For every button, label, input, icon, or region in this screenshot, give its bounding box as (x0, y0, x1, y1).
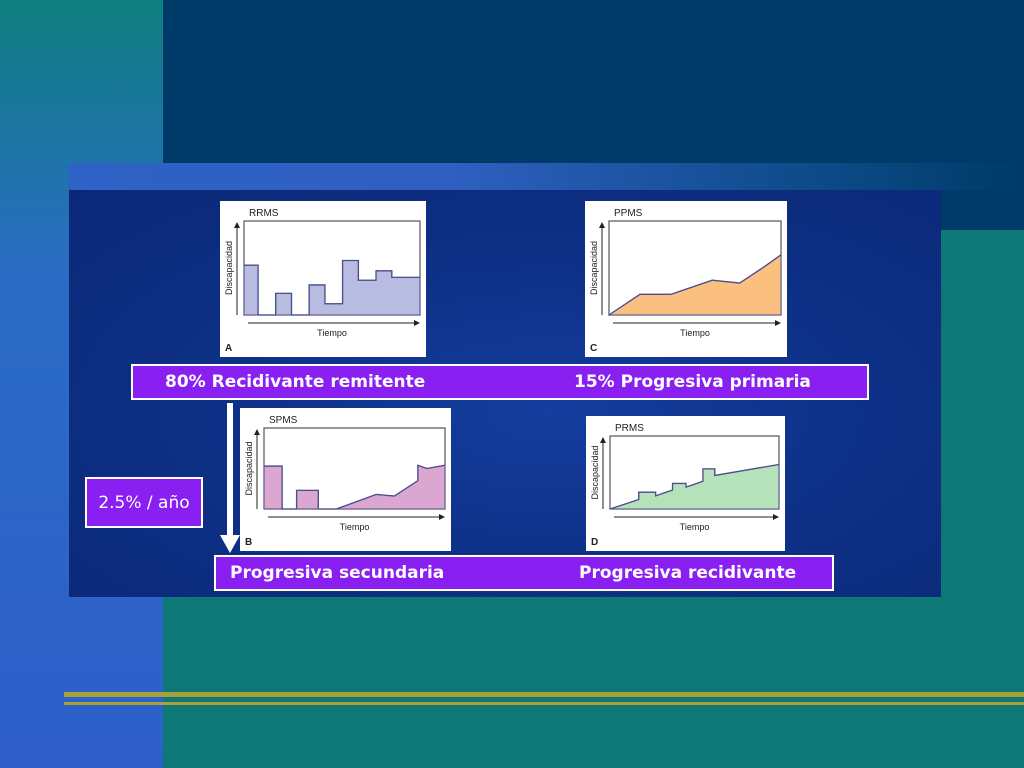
chart-svg: SPMS Tiempo Discapacidad B (244, 415, 446, 548)
conversion-rate-box: 2.5% / año (85, 477, 203, 528)
y-axis-label: Discapacidad (244, 441, 254, 495)
transition-arrow-icon (220, 403, 240, 553)
x-axis-label: Tiempo (340, 522, 370, 532)
slide-title-ribbon (69, 163, 1024, 190)
label-progressive-relapsing: Progresiva recidivante (579, 563, 797, 583)
label-primary-progressive: 15% Progresiva primaria (574, 372, 811, 392)
chart-card-prms: PRMS Tiempo Discapacidad D (586, 416, 785, 551)
label-secondary-progressive: Progresiva secundaria (230, 563, 445, 583)
panel-letter: D (591, 537, 598, 548)
panel-letter: C (590, 343, 597, 354)
chart-card-spms: SPMS Tiempo Discapacidad B (240, 408, 451, 551)
decorative-line-thick (64, 692, 1024, 697)
label-bar-top: 80% Recidivante remitente 15% Progresiva… (131, 364, 869, 400)
y-axis-arrowhead (599, 222, 605, 228)
decorative-line-thin (64, 702, 1024, 705)
chart-title: PRMS (615, 423, 644, 434)
panel-letter: B (245, 537, 252, 548)
series-line (608, 254, 782, 316)
series-line (264, 464, 446, 510)
x-axis-label: Tiempo (317, 328, 347, 338)
series-line (609, 463, 780, 510)
x-axis-arrowhead (414, 320, 420, 326)
chart-title: PPMS (614, 208, 643, 219)
y-axis-label: Discapacidad (224, 241, 234, 295)
chart-svg: RRMS Tiempo Discapacidad A (224, 208, 421, 354)
y-axis-arrowhead (254, 429, 260, 435)
chart-title: SPMS (269, 415, 298, 426)
series-line (244, 259, 420, 316)
y-axis-arrowhead (600, 437, 606, 443)
decorative-lines (64, 692, 1024, 710)
x-axis-arrowhead (773, 514, 779, 520)
chart-title: RRMS (249, 208, 279, 219)
conversion-rate-label: 2.5% / año (98, 492, 190, 513)
x-axis-label: Tiempo (680, 522, 710, 532)
x-axis-arrowhead (775, 320, 781, 326)
x-axis-arrowhead (439, 514, 445, 520)
chart-card-ppms: PPMS Tiempo Discapacidad C (585, 201, 787, 357)
y-axis-label: Discapacidad (589, 241, 599, 295)
x-axis-label: Tiempo (680, 328, 710, 338)
chart-svg: PRMS Tiempo Discapacidad D (590, 423, 780, 548)
label-relapsing-remitting: 80% Recidivante remitente (165, 372, 426, 392)
chart-card-rrms: RRMS Tiempo Discapacidad A (220, 201, 426, 357)
y-axis-label: Discapacidad (590, 445, 600, 499)
label-bar-bottom: Progresiva secundaria Progresiva recidiv… (214, 555, 834, 591)
chart-svg: PPMS Tiempo Discapacidad C (589, 208, 782, 354)
y-axis-arrowhead (234, 222, 240, 228)
panel-letter: A (225, 343, 232, 354)
